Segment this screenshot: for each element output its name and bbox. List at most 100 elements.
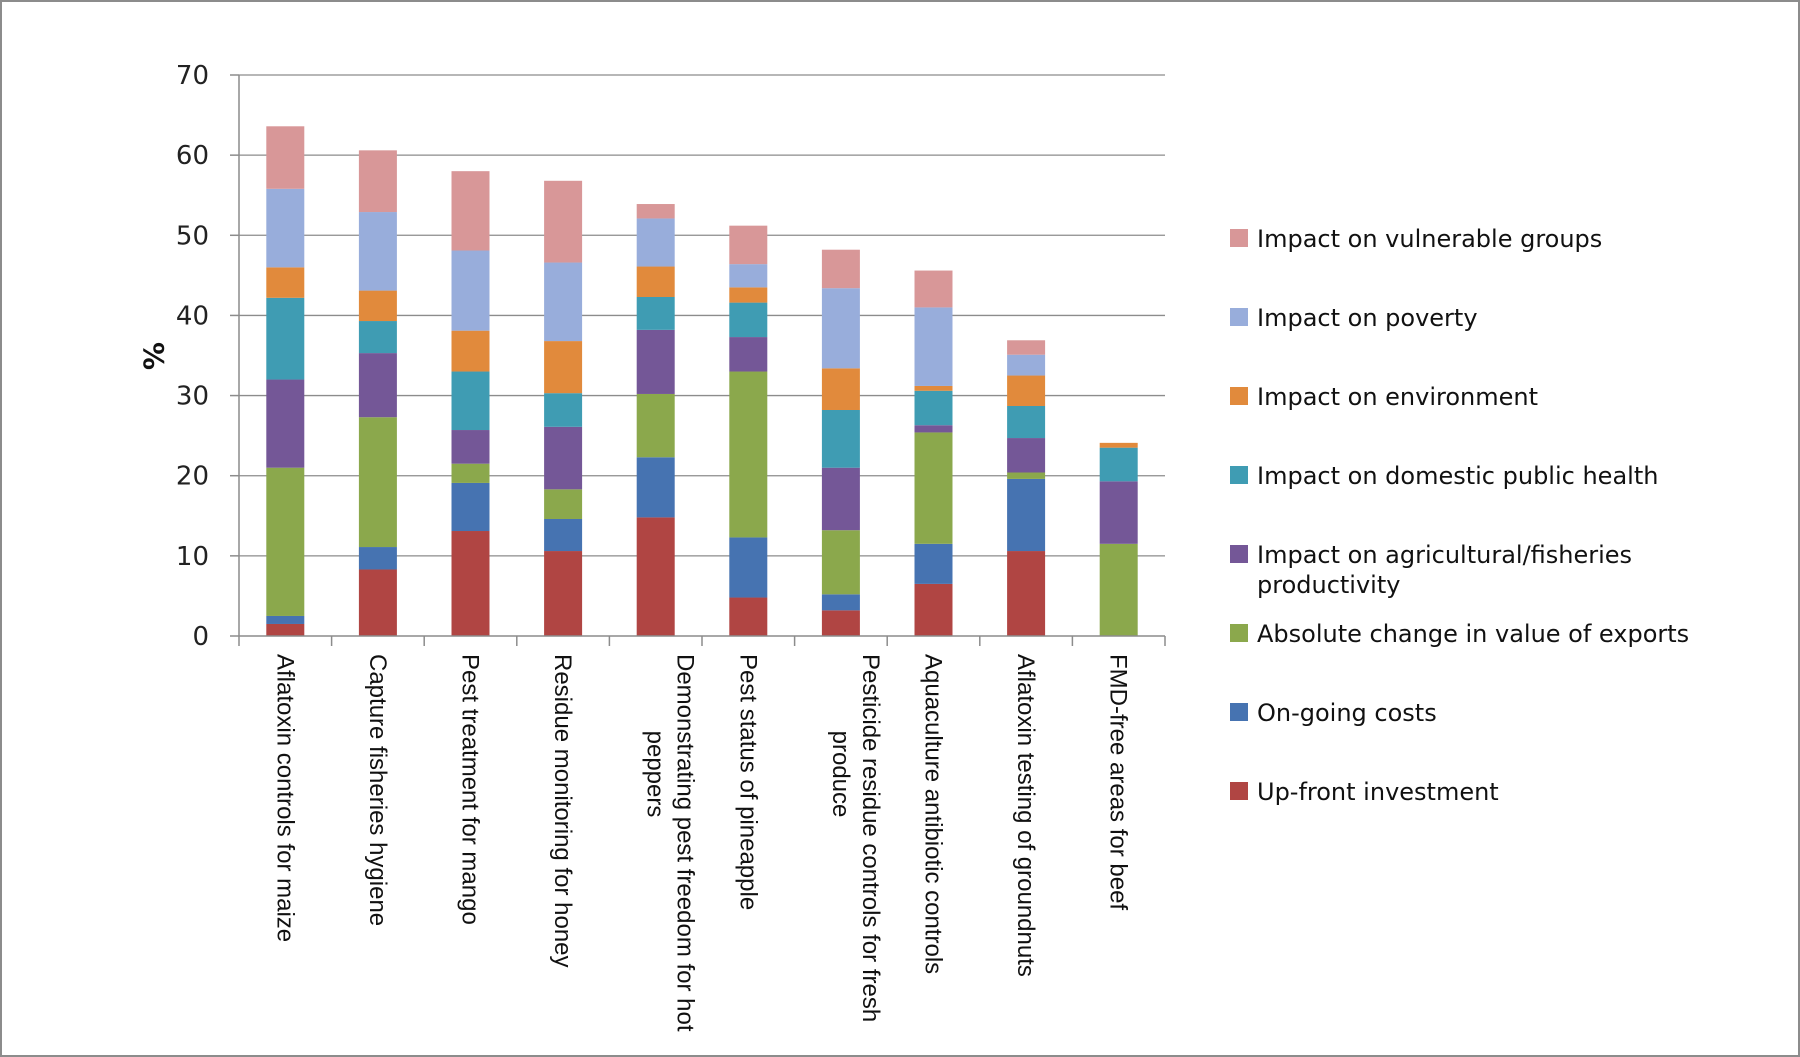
bar-segment xyxy=(1007,340,1046,355)
bar-segment xyxy=(266,267,305,298)
x-category-label-line: Pest treatment for mango xyxy=(457,654,484,925)
bar-segment xyxy=(914,432,953,544)
bar-segment xyxy=(358,569,397,636)
bar-segment xyxy=(266,615,305,624)
x-category-label: FMD-free areas for beef xyxy=(1105,654,1132,910)
bar-segment xyxy=(358,290,397,322)
x-category-label: Demonstrating pest freedom for hotpepper… xyxy=(642,654,699,1032)
legend-label: On-going costs xyxy=(1257,699,1437,727)
bar-segment xyxy=(266,126,305,189)
x-category-label-line: peppers xyxy=(642,731,669,818)
bar-segment xyxy=(914,543,953,584)
bar-segment xyxy=(1099,447,1138,482)
bar-segment xyxy=(451,171,490,251)
legend-swatch xyxy=(1230,387,1248,405)
bar-segment xyxy=(358,353,397,418)
legend-item: Absolute change in value of exports xyxy=(1230,620,1689,648)
x-category-label-line: Pest status of pineapple xyxy=(734,654,761,910)
bar-segment xyxy=(1099,543,1138,636)
axes xyxy=(230,74,1166,646)
legend-swatch xyxy=(1230,703,1248,721)
legend-label: Impact on poverty xyxy=(1257,304,1478,332)
legend-label: Up-front investment xyxy=(1257,778,1499,806)
bar-segment xyxy=(636,218,675,267)
legend: Impact on vulnerable groups Impact on pov… xyxy=(1230,225,1689,806)
bar-segment xyxy=(914,425,953,433)
x-category-label-line: produce xyxy=(827,731,854,818)
bar-segment xyxy=(1007,551,1046,636)
bar-segment xyxy=(544,489,583,519)
bar-segment xyxy=(451,430,490,464)
bar-segment xyxy=(729,537,768,598)
bar-segment xyxy=(636,393,675,458)
legend-label: Impact on domestic public health xyxy=(1257,462,1658,490)
bar-segment xyxy=(358,150,397,213)
y-tick-label: 20 xyxy=(176,462,209,492)
bar-segment xyxy=(358,547,397,570)
bar-segment xyxy=(1007,405,1046,439)
legend-item: Impact on agricultural/fisheriesproducti… xyxy=(1230,541,1632,599)
y-tick-label: 40 xyxy=(176,301,209,331)
bar-segment xyxy=(1007,375,1046,406)
bar-segment xyxy=(729,287,768,303)
bar-segment xyxy=(544,341,583,394)
bar-segment xyxy=(451,250,490,331)
y-axis-label: % xyxy=(137,342,170,370)
x-category-label-line: Residue monitoring for honey xyxy=(549,654,576,968)
legend-swatch xyxy=(1230,466,1248,484)
bar-segment xyxy=(636,457,675,518)
legend-item: Up-front investment xyxy=(1230,778,1499,806)
bar-segment xyxy=(266,297,305,380)
legend-label: Absolute change in value of exports xyxy=(1257,620,1689,648)
bars xyxy=(266,126,1138,636)
y-tick-label: 0 xyxy=(192,622,209,652)
legend-swatch xyxy=(1230,782,1248,800)
bar-segment xyxy=(358,417,397,548)
x-category-labels: Aflatoxin controls for maize Capture fish… xyxy=(271,654,1131,1032)
x-category-label: Pest status of pineapple xyxy=(734,654,761,910)
legend-item: Impact on domestic public health xyxy=(1230,462,1658,490)
legend-swatch xyxy=(1230,545,1248,563)
x-category-label-line: Aflatoxin testing of groundnuts xyxy=(1012,654,1039,977)
x-category-label: Residue monitoring for honey xyxy=(549,654,576,968)
bar-segment xyxy=(636,517,675,636)
bar-segment xyxy=(544,551,583,636)
bar-segment xyxy=(1007,438,1046,473)
bar-segment xyxy=(544,518,583,552)
bar-segment xyxy=(729,337,768,372)
legend-item: Impact on vulnerable groups xyxy=(1230,225,1602,253)
legend-swatch xyxy=(1230,308,1248,326)
legend-item: Impact on environment xyxy=(1230,383,1538,411)
bar-segment xyxy=(636,329,675,394)
bar-segment xyxy=(821,467,860,531)
bar-segment xyxy=(1099,442,1138,448)
bar-segment xyxy=(544,262,583,342)
bar-segment xyxy=(914,270,953,308)
bar-segment xyxy=(729,264,768,288)
y-tick-label: 60 xyxy=(176,141,209,171)
bar-segment xyxy=(451,531,490,636)
legend-item: On-going costs xyxy=(1230,699,1437,727)
x-category-label-line: Aflatoxin controls for maize xyxy=(271,654,298,942)
y-tick-label: 70 xyxy=(176,61,209,91)
bar-segment xyxy=(266,188,305,268)
bar-segment xyxy=(1007,472,1046,479)
bar-segment xyxy=(821,368,860,410)
bar-segment xyxy=(729,302,768,338)
bar-segment xyxy=(636,266,675,297)
y-tick-label: 30 xyxy=(176,382,209,412)
bar-segment xyxy=(821,530,860,595)
bar-segment xyxy=(914,307,953,386)
x-category-label: Pest treatment for mango xyxy=(457,654,484,925)
y-tick-label: 50 xyxy=(176,221,209,251)
legend-label: Impact on vulnerable groups xyxy=(1257,225,1602,253)
legend-label: Impact on agricultural/fisheries xyxy=(1257,541,1632,569)
bar-segment xyxy=(451,463,490,483)
bar-segment xyxy=(1099,481,1138,544)
legend-item: Impact on poverty xyxy=(1230,304,1478,332)
bar-segment xyxy=(266,623,305,636)
bar-segment xyxy=(451,482,490,532)
bar-segment xyxy=(729,371,768,538)
bar-segment xyxy=(544,426,583,490)
